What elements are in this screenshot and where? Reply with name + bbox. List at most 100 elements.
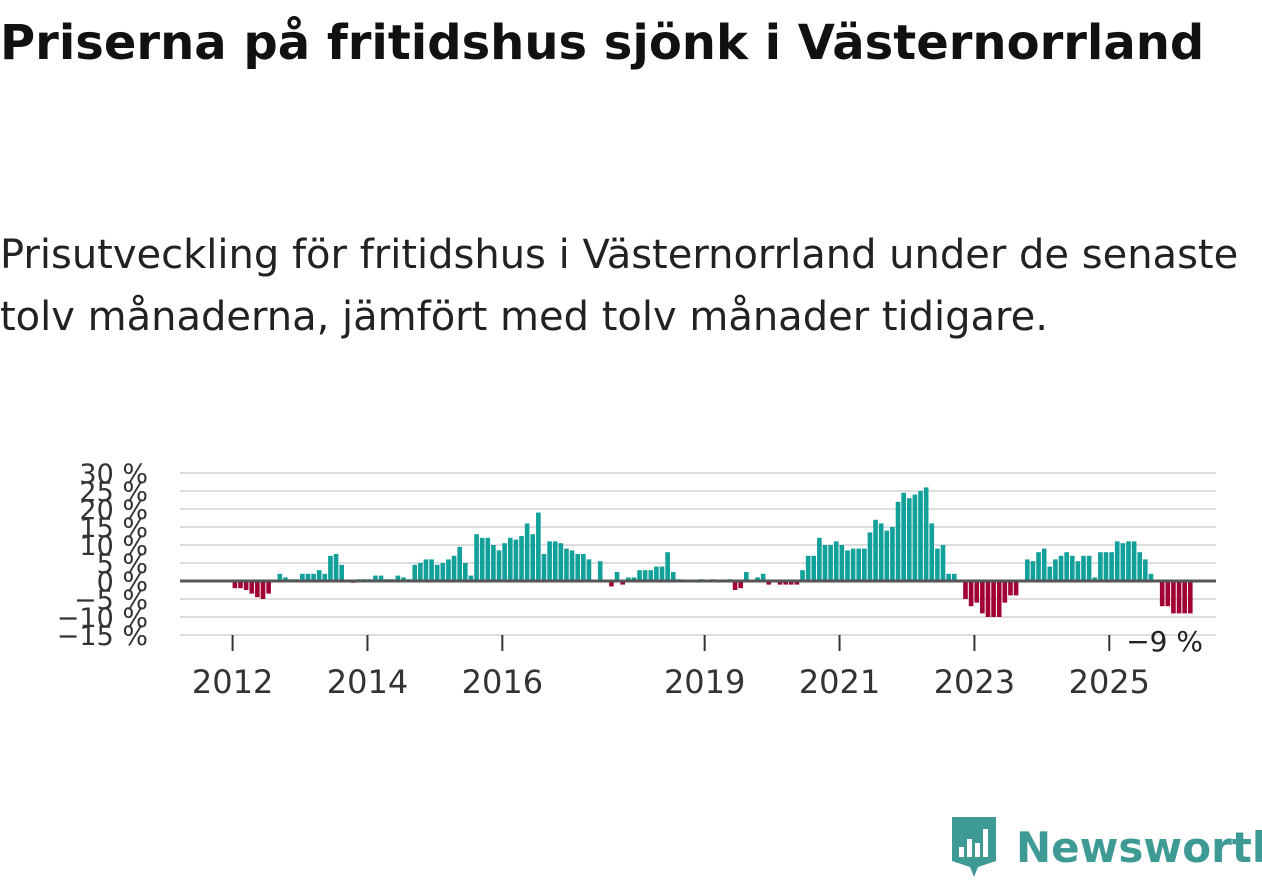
bar bbox=[564, 548, 569, 581]
x-tick-label: 2016 bbox=[462, 663, 543, 701]
bar bbox=[316, 570, 322, 581]
y-axis-ticks: 30 %25 %20 %15 %10 %5 %0 %−5 %−10 %−15 % bbox=[57, 459, 148, 652]
bar bbox=[255, 581, 260, 598]
bar bbox=[1182, 581, 1187, 614]
y-tick-label: 0 % bbox=[97, 567, 148, 598]
bar bbox=[440, 563, 446, 581]
bar bbox=[878, 523, 884, 581]
bar bbox=[923, 487, 929, 581]
bar bbox=[429, 559, 434, 581]
bar bbox=[463, 563, 468, 581]
newsworthy-logo-icon bbox=[952, 817, 996, 877]
bar bbox=[912, 494, 918, 581]
bar bbox=[744, 572, 749, 581]
y-tick-label: 10 % bbox=[79, 531, 148, 562]
end-value-label: −9 % bbox=[1126, 625, 1203, 658]
bar bbox=[614, 572, 620, 581]
bar bbox=[794, 581, 800, 585]
bar bbox=[311, 573, 316, 581]
bar bbox=[378, 575, 384, 581]
bar bbox=[642, 570, 648, 581]
bar bbox=[1131, 541, 1137, 581]
y-tick-label: −10 % bbox=[57, 603, 148, 634]
bar bbox=[850, 548, 856, 581]
bar bbox=[305, 573, 311, 581]
bar bbox=[519, 536, 524, 581]
bar bbox=[395, 575, 401, 581]
bar bbox=[558, 543, 564, 581]
newsworthy-brand: Newsworthy bbox=[948, 814, 1262, 880]
x-tick-label: 2023 bbox=[934, 663, 1015, 701]
bar bbox=[788, 581, 794, 585]
bar bbox=[1109, 552, 1114, 581]
bar bbox=[423, 559, 429, 581]
price-change-chart: 30 %25 %20 %15 %10 %5 %0 %−5 %−10 %−15 %… bbox=[57, 459, 1216, 701]
bar bbox=[1137, 552, 1143, 581]
y-tick-label: 5 % bbox=[97, 549, 148, 580]
y-tick-label: 20 % bbox=[79, 495, 148, 526]
bar bbox=[845, 550, 850, 581]
end-value-annotation: −9 % bbox=[1126, 625, 1203, 658]
bar bbox=[985, 581, 991, 617]
bar bbox=[766, 581, 772, 585]
bar bbox=[238, 581, 243, 589]
bar bbox=[530, 534, 536, 581]
bar bbox=[586, 559, 592, 581]
bar bbox=[833, 541, 839, 581]
chart-title: Priserna på fritidshus sjönk i Västernor… bbox=[0, 15, 1205, 71]
bar bbox=[266, 581, 271, 594]
bar bbox=[1041, 548, 1047, 581]
bar bbox=[1069, 555, 1075, 581]
bar bbox=[968, 581, 974, 607]
bar bbox=[524, 523, 530, 581]
bar bbox=[1120, 543, 1126, 581]
bar bbox=[1036, 552, 1041, 581]
bar bbox=[828, 545, 833, 581]
bar bbox=[1025, 559, 1030, 581]
bar bbox=[1075, 561, 1081, 581]
bar bbox=[552, 541, 558, 581]
bar bbox=[1098, 552, 1103, 581]
bar bbox=[1187, 581, 1193, 614]
bar bbox=[783, 581, 788, 585]
bar bbox=[1176, 581, 1182, 614]
bar bbox=[929, 523, 935, 581]
bar bbox=[283, 577, 288, 581]
bar bbox=[659, 566, 665, 581]
bar bbox=[996, 581, 1002, 617]
bar bbox=[760, 573, 766, 581]
x-tick-label: 2025 bbox=[1069, 663, 1150, 701]
bar bbox=[1013, 581, 1019, 596]
bar bbox=[654, 566, 659, 581]
bar bbox=[631, 577, 637, 581]
bar bbox=[665, 552, 670, 581]
bar bbox=[935, 548, 940, 581]
bar bbox=[974, 581, 980, 603]
bar bbox=[1103, 552, 1109, 581]
bar bbox=[485, 537, 491, 581]
bar bbox=[946, 573, 951, 581]
bar bbox=[777, 581, 783, 585]
bar bbox=[755, 577, 760, 581]
bar bbox=[980, 581, 985, 614]
bar bbox=[502, 543, 507, 581]
bar bbox=[260, 581, 266, 599]
bar bbox=[625, 577, 631, 581]
chart-subtitle: Prisutveckling för fritidshus i Västerno… bbox=[0, 232, 1239, 340]
bar bbox=[401, 577, 406, 581]
bar bbox=[1064, 552, 1069, 581]
bar bbox=[496, 550, 502, 581]
bar bbox=[339, 564, 344, 581]
bar bbox=[670, 572, 676, 581]
bar bbox=[1081, 555, 1086, 581]
x-tick-label: 2019 bbox=[664, 663, 745, 701]
bar bbox=[637, 570, 642, 581]
bar bbox=[1171, 581, 1176, 614]
bar bbox=[1092, 577, 1098, 581]
bar bbox=[1053, 559, 1058, 581]
bar bbox=[1030, 561, 1036, 581]
bar bbox=[569, 550, 575, 581]
bars bbox=[232, 487, 1193, 617]
bar bbox=[575, 554, 581, 581]
bar bbox=[817, 537, 822, 581]
